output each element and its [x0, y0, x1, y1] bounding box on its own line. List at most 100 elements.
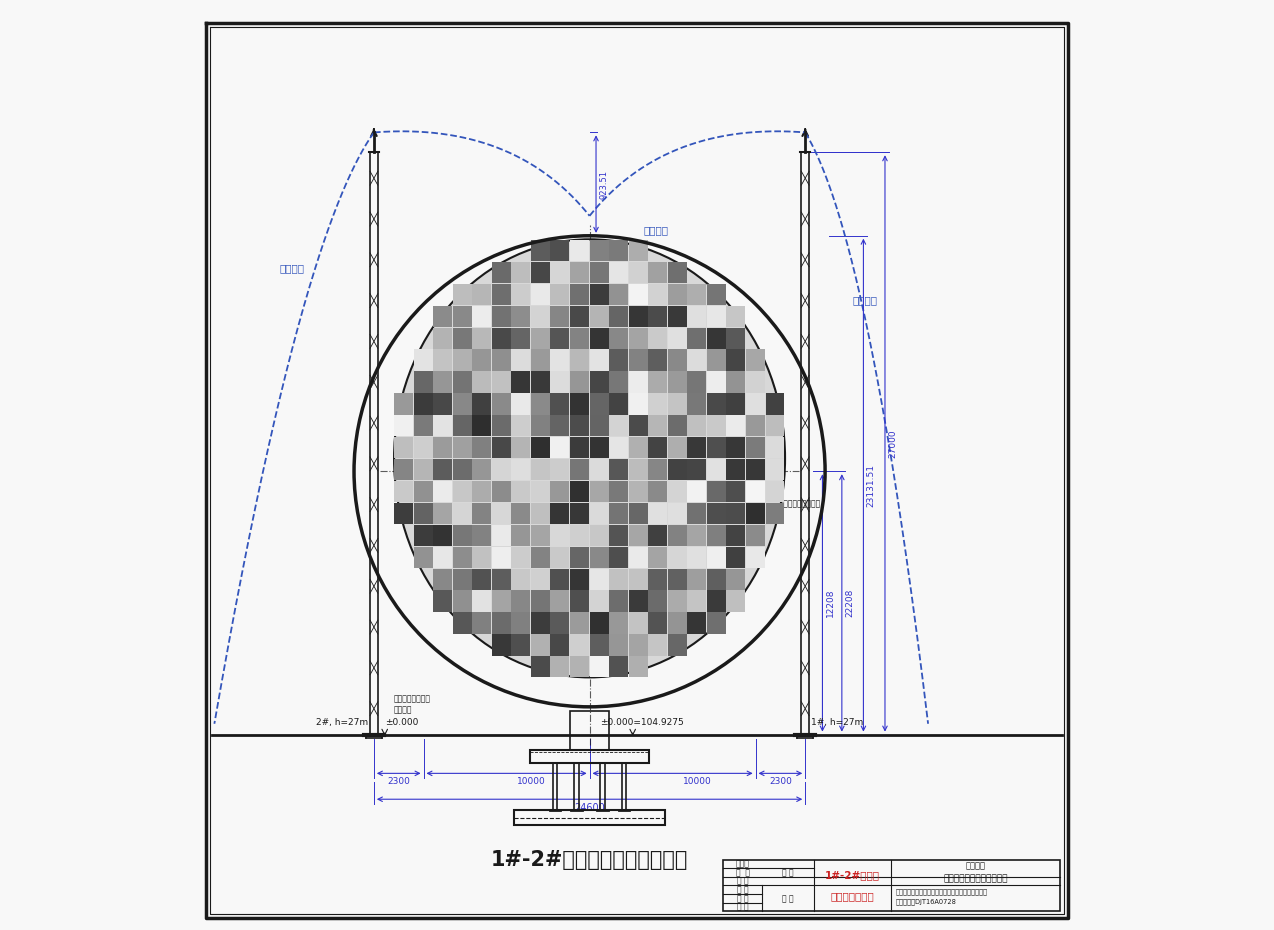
Text: 工程定名：制作工程（制作阶段）专业系统不分专题: 工程定名：制作工程（制作阶段）专业系统不分专题	[896, 888, 987, 895]
Bar	[628, 591, 647, 612]
Bar	[531, 371, 550, 392]
Bar	[511, 634, 530, 656]
Bar	[414, 350, 433, 371]
Bar	[473, 547, 492, 568]
Bar	[687, 284, 706, 305]
Bar	[394, 393, 413, 415]
Bar	[452, 568, 471, 590]
Bar	[648, 262, 668, 283]
Bar	[766, 415, 785, 436]
Bar	[473, 284, 492, 305]
Bar	[609, 415, 628, 436]
Ellipse shape	[394, 239, 785, 677]
Bar	[668, 459, 687, 480]
Bar	[707, 503, 726, 525]
Bar	[628, 262, 647, 283]
Bar	[590, 262, 609, 283]
Bar	[687, 437, 706, 458]
Text: 设 计: 设 计	[736, 877, 748, 886]
Bar	[492, 481, 511, 502]
Bar	[707, 327, 726, 349]
Bar	[394, 459, 413, 480]
Bar	[628, 350, 647, 371]
Bar	[569, 547, 589, 568]
Bar	[628, 547, 647, 568]
Bar	[492, 306, 511, 327]
Bar	[531, 657, 550, 677]
Bar	[569, 481, 589, 502]
Bar	[766, 459, 785, 480]
Text: 天线跟踪能到达的
最低位置: 天线跟踪能到达的 最低位置	[394, 694, 431, 714]
Bar	[668, 612, 687, 633]
Bar	[452, 459, 471, 480]
Bar	[511, 612, 530, 633]
Bar	[648, 371, 668, 392]
Bar	[571, 711, 609, 750]
Bar	[726, 350, 745, 371]
Bar	[628, 240, 647, 261]
Bar	[473, 503, 492, 525]
Bar	[433, 350, 452, 371]
Bar	[590, 393, 609, 415]
Bar	[511, 284, 530, 305]
Bar	[414, 437, 433, 458]
Bar	[590, 415, 609, 436]
Bar	[569, 568, 589, 590]
Bar	[668, 306, 687, 327]
Bar	[726, 503, 745, 525]
Bar	[609, 525, 628, 546]
Bar	[707, 591, 726, 612]
Bar	[531, 459, 550, 480]
Bar	[726, 525, 745, 546]
Bar	[707, 525, 726, 546]
Bar	[609, 240, 628, 261]
Bar	[628, 503, 647, 525]
Bar	[747, 459, 764, 480]
Bar	[628, 657, 647, 677]
Bar	[687, 568, 706, 590]
Bar	[531, 350, 550, 371]
Text: 12208: 12208	[826, 589, 834, 618]
Bar	[550, 371, 569, 392]
Bar	[531, 240, 550, 261]
Bar	[609, 262, 628, 283]
Bar	[747, 393, 764, 415]
Bar	[609, 371, 628, 392]
Bar	[569, 459, 589, 480]
Bar	[414, 393, 433, 415]
Bar	[687, 503, 706, 525]
Bar	[452, 327, 471, 349]
Bar	[515, 810, 665, 826]
Text: 923.51: 923.51	[599, 169, 608, 199]
Text: 放大号: 放大号	[735, 859, 749, 869]
Bar	[609, 568, 628, 590]
Text: 保护范围: 保护范围	[643, 225, 669, 235]
Bar	[511, 437, 530, 458]
Bar	[668, 591, 687, 612]
Bar	[569, 437, 589, 458]
Bar	[550, 568, 569, 590]
Bar	[394, 437, 413, 458]
Bar	[511, 350, 530, 371]
Bar	[492, 327, 511, 349]
Bar	[433, 327, 452, 349]
Bar	[492, 393, 511, 415]
Bar	[724, 859, 1060, 911]
Bar	[569, 657, 589, 677]
Bar	[473, 393, 492, 415]
Bar	[492, 415, 511, 436]
Bar	[433, 503, 452, 525]
Bar	[590, 459, 609, 480]
Text: 2300: 2300	[769, 777, 792, 787]
Bar	[452, 415, 471, 436]
Bar	[590, 547, 609, 568]
Bar	[687, 481, 706, 502]
Bar	[609, 634, 628, 656]
Bar	[550, 481, 569, 502]
Bar	[668, 371, 687, 392]
Bar	[511, 525, 530, 546]
Bar	[569, 371, 589, 392]
Bar	[433, 415, 452, 436]
Bar	[433, 371, 452, 392]
Bar	[511, 503, 530, 525]
